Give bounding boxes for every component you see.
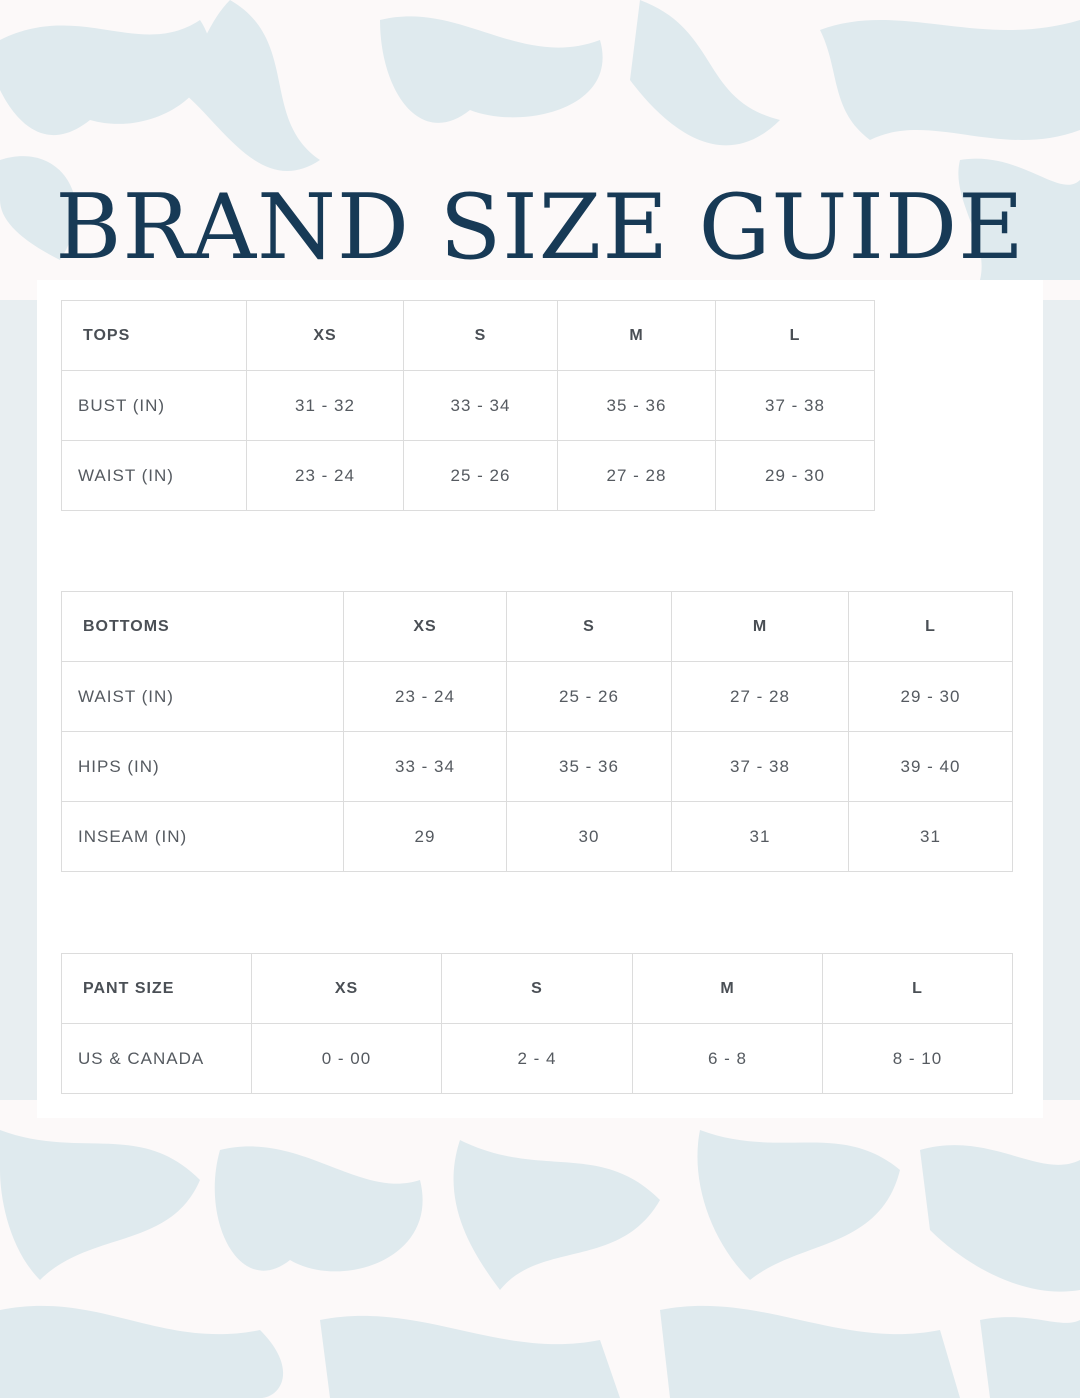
header-cell: M [671, 591, 849, 662]
table-cell: 23 - 24 [343, 661, 507, 732]
row-label: BUST (IN) [61, 370, 247, 441]
header-cell: XS [246, 300, 404, 371]
table-cell: 37 - 38 [715, 370, 875, 441]
table-cell: 31 [671, 801, 849, 872]
table-header-row: BOTTOMS XS S M L [61, 591, 1013, 662]
bottoms-table: BOTTOMS XS S M L WAIST (IN) 23 - 24 25 -… [61, 591, 1013, 872]
header-cell: BOTTOMS [61, 591, 344, 662]
table-cell: 30 [506, 801, 672, 872]
table-cell: 31 - 32 [246, 370, 404, 441]
row-label: US & CANADA [61, 1023, 252, 1094]
row-label: WAIST (IN) [61, 440, 247, 511]
header-cell: L [715, 300, 875, 371]
table-cell: 39 - 40 [848, 731, 1013, 802]
header-cell: PANT SIZE [61, 953, 252, 1024]
table-cell: 33 - 34 [403, 370, 558, 441]
header-cell: S [403, 300, 558, 371]
pant-size-table: PANT SIZE XS S M L US & CANADA 0 - 00 2 … [61, 953, 1013, 1094]
table-cell: 29 [343, 801, 507, 872]
page-title: BRAND SIZE GUIDE [55, 175, 1025, 280]
table-cell: 35 - 36 [557, 370, 716, 441]
table-cell: 2 - 4 [441, 1023, 633, 1094]
table-row: WAIST (IN) 23 - 24 25 - 26 27 - 28 29 - … [61, 661, 1013, 732]
header-cell: S [506, 591, 672, 662]
table-cell: 6 - 8 [632, 1023, 823, 1094]
table-cell: 8 - 10 [822, 1023, 1013, 1094]
table-cell: 29 - 30 [715, 440, 875, 511]
table-cell: 23 - 24 [246, 440, 404, 511]
table-row: HIPS (IN) 33 - 34 35 - 36 37 - 38 39 - 4… [61, 731, 1013, 802]
table-cell: 0 - 00 [251, 1023, 442, 1094]
header-cell: XS [343, 591, 507, 662]
tops-table: TOPS XS S M L BUST (IN) 31 - 32 33 - 34 … [61, 300, 875, 511]
table-cell: 25 - 26 [403, 440, 558, 511]
table-header-row: PANT SIZE XS S M L [61, 953, 1013, 1024]
table-cell: 25 - 26 [506, 661, 672, 732]
header-cell: S [441, 953, 633, 1024]
row-label: WAIST (IN) [61, 661, 344, 732]
header-cell: L [848, 591, 1013, 662]
row-label: INSEAM (IN) [61, 801, 344, 872]
table-cell: 27 - 28 [557, 440, 716, 511]
table-row: INSEAM (IN) 29 30 31 31 [61, 801, 1013, 872]
table-cell: 27 - 28 [671, 661, 849, 732]
table-header-row: TOPS XS S M L [61, 300, 875, 371]
table-cell: 37 - 38 [671, 731, 849, 802]
table-cell: 33 - 34 [343, 731, 507, 802]
table-row: BUST (IN) 31 - 32 33 - 34 35 - 36 37 - 3… [61, 370, 875, 441]
table-row: US & CANADA 0 - 00 2 - 4 6 - 8 8 - 10 [61, 1023, 1013, 1094]
header-cell: XS [251, 953, 442, 1024]
table-cell: 35 - 36 [506, 731, 672, 802]
table-cell: 29 - 30 [848, 661, 1013, 732]
header-cell: TOPS [61, 300, 247, 371]
row-label: HIPS (IN) [61, 731, 344, 802]
table-row: WAIST (IN) 23 - 24 25 - 26 27 - 28 29 - … [61, 440, 875, 511]
header-cell: M [557, 300, 716, 371]
table-cell: 31 [848, 801, 1013, 872]
header-cell: L [822, 953, 1013, 1024]
header-cell: M [632, 953, 823, 1024]
